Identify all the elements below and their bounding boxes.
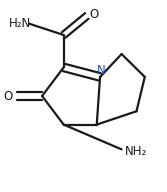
Text: O: O [4,89,13,103]
Text: H₂N: H₂N [9,17,31,30]
Text: O: O [90,7,99,21]
Text: N: N [97,64,106,77]
Text: NH₂: NH₂ [125,145,147,158]
